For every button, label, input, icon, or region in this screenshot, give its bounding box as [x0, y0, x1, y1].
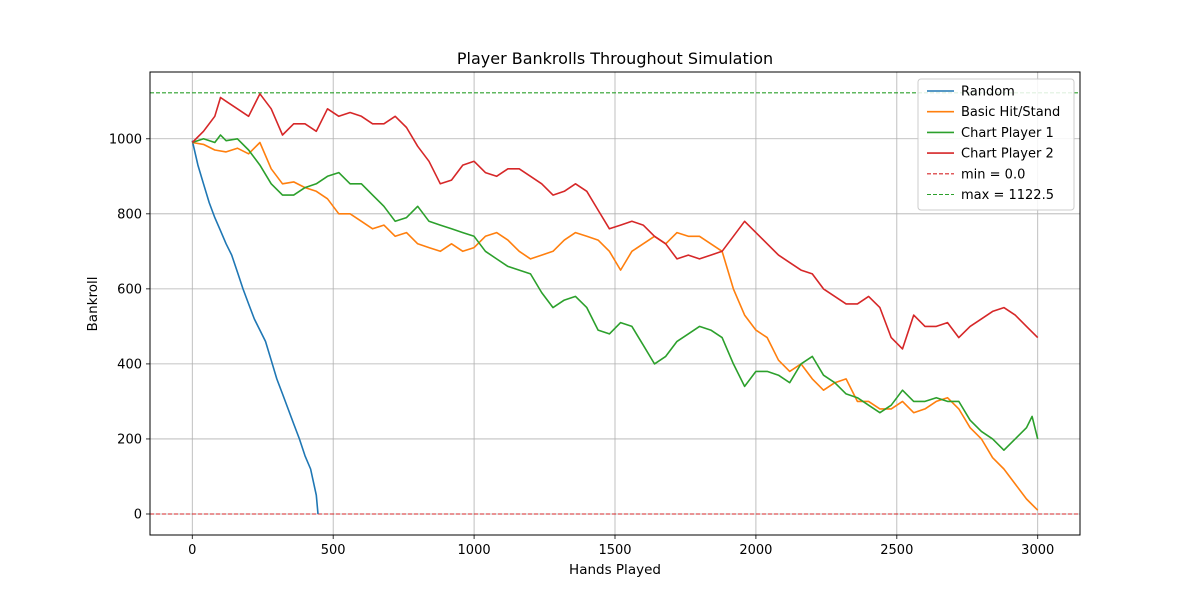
- y-axis-title: Bankroll: [85, 277, 101, 332]
- y-tick-label: 600: [117, 282, 142, 297]
- y-tick-label: 400: [117, 357, 142, 372]
- legend: Random Basic Hit/Stand Chart Player 1 Chart…: [917, 78, 1075, 211]
- x-tick-label: 1000: [458, 543, 491, 558]
- series-line-chart-player-2: [191, 93, 1039, 350]
- x-tick-label: 500: [321, 543, 346, 558]
- x-tick-label: 2500: [880, 543, 913, 558]
- series-line-basic-hit-stand: [192, 141, 1039, 511]
- legend-label: Chart Player 1: [961, 126, 1054, 141]
- series-line-random: [191, 140, 319, 515]
- legend-box: [917, 78, 1075, 211]
- x-axis-ticks: 0 500 1000 1500 2000 2500 3000: [188, 535, 1054, 558]
- legend-label: min = 0.0: [961, 167, 1025, 182]
- series-lines: [191, 93, 1039, 515]
- x-tick-label: 2000: [739, 543, 772, 558]
- series-line-chart-player-1: [192, 134, 1039, 451]
- chart-title: Player Bankrolls Throughout Simulation: [457, 49, 773, 68]
- x-tick-label: 1500: [598, 543, 631, 558]
- legend-label: max = 1122.5: [961, 188, 1054, 203]
- y-axis-ticks: 0 200 400 600 800 1000: [109, 132, 150, 522]
- x-axis-title: Hands Played: [569, 562, 661, 578]
- y-tick-label: 200: [117, 432, 142, 447]
- legend-label: Basic Hit/Stand: [961, 105, 1060, 120]
- legend-label: Random: [961, 85, 1015, 100]
- y-tick-label: 0: [134, 507, 142, 522]
- grid-lines: [150, 72, 1080, 535]
- x-tick-label: 3000: [1021, 543, 1054, 558]
- legend-label: Chart Player 2: [961, 147, 1054, 162]
- y-tick-label: 1000: [109, 132, 142, 147]
- y-tick-label: 800: [117, 207, 142, 222]
- x-tick-label: 0: [188, 543, 196, 558]
